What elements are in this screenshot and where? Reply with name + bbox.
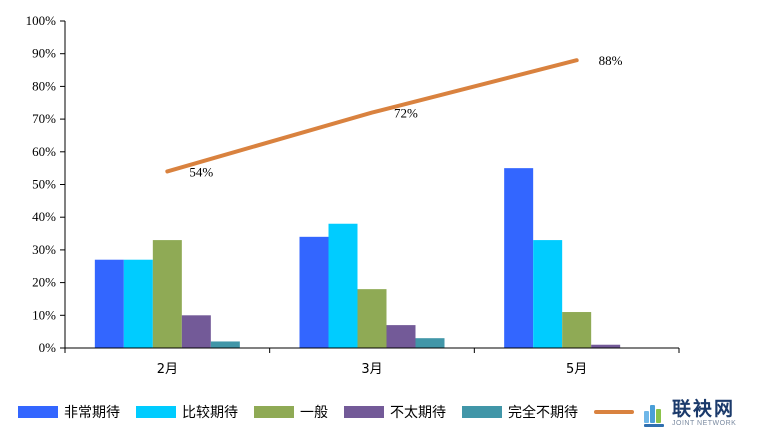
bar [591,344,621,348]
y-tick-label: 90% [32,46,56,61]
legend-item: 完全不期待 [462,402,578,422]
bar [328,223,358,348]
y-tick-label: 10% [32,307,56,322]
legend-line-swatch [594,410,634,414]
logo-bars-icon [644,401,666,427]
legend-item: 一般 [254,402,328,422]
bars-layer [94,168,621,348]
bar [533,240,563,348]
y-tick-label: 60% [32,144,56,159]
y-tick-label: 30% [32,242,56,257]
legend-item-line [594,410,634,414]
line-data-label: 72% [394,106,418,121]
line-layer: 54% 72% 88% [165,53,623,179]
chart-canvas: 54% 72% 88% 0% 10% 20% 30% 40% 50% 60% 70% 80% 90% 1… [26,13,680,377]
y-tick-label: 80% [32,78,56,93]
legend-swatch [18,406,58,418]
legend-item: 非常期待 [18,402,120,422]
logo-text-cn: 联袂网 [672,398,736,420]
legend-swatch [344,406,384,418]
legend-label: 完全不期待 [508,405,578,421]
y-tick-label: 100% [26,13,57,28]
legend-label: 一般 [300,405,328,421]
axes-layer: 0% 10% 20% 30% 40% 50% 60% 70% 80% 90% 100% 2月 3月 5月 [26,13,680,377]
legend-label: 不太期待 [390,405,446,421]
y-tick-label: 20% [32,275,56,290]
bar [152,240,182,348]
bar [357,289,387,348]
line-data-label: 88% [599,53,623,68]
bar [504,168,534,348]
line-series-path [165,58,579,174]
y-tick-label: 0% [39,340,57,355]
legend-swatch [136,406,176,418]
legend-swatch [254,406,294,418]
line-data-label: 54% [189,164,213,179]
logo-text-en: JOINT NETWORK [672,420,737,427]
bar [299,236,329,348]
bar [562,312,592,348]
legend-swatch [462,406,502,418]
bar [94,259,124,348]
legend-label: 非常期待 [64,405,120,421]
watermark-logo: 联袂网 JOINT NETWORK [644,400,736,427]
x-tick-label: 2月 [157,362,178,377]
x-tick-label: 5月 [566,362,587,377]
legend-label: 比较期待 [182,405,238,421]
bar [415,338,445,348]
bar [210,341,240,348]
legend-item: 不太期待 [344,402,446,422]
y-tick-label: 70% [32,111,56,126]
legend: 非常期待 比较期待 一般 不太期待 完全不期待 [18,402,650,422]
bar [181,315,211,348]
bar [386,325,416,348]
legend-item: 比较期待 [136,402,238,422]
y-tick-label: 50% [32,177,56,192]
x-tick-label: 3月 [361,362,382,377]
y-tick-label: 40% [32,209,56,224]
bar [123,259,153,348]
